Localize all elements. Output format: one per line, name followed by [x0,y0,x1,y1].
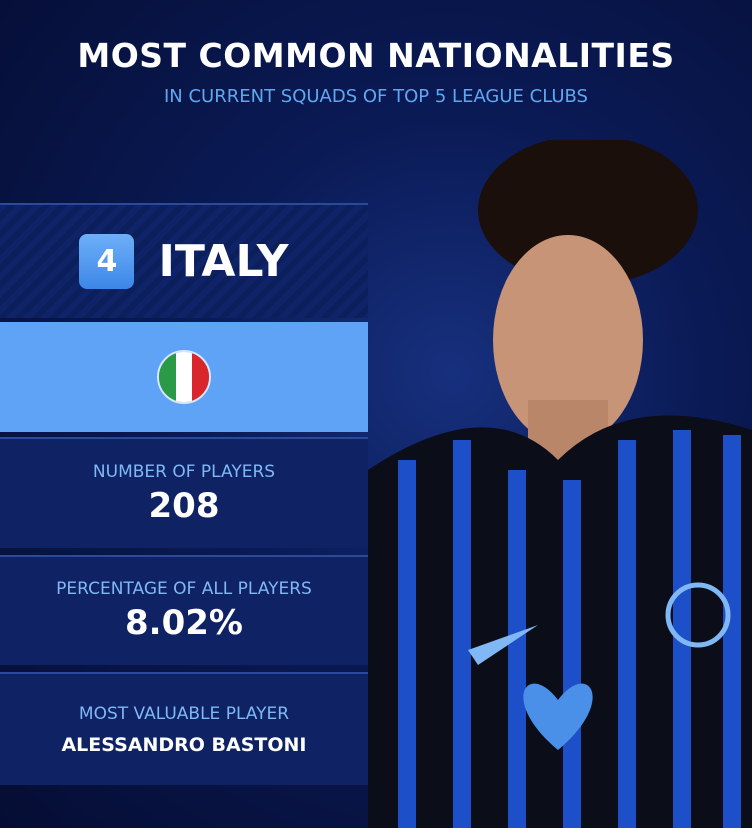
italy-flag-icon [157,350,211,404]
club-crest-icon [665,582,731,648]
page-subtitle: IN CURRENT SQUADS OF TOP 5 LEAGUE CLUBS [163,86,588,107]
page-title: MOST COMMON NATIONALITIES [77,36,675,75]
stat-number-of-players: NUMBER OF PLAYERS 208 [0,437,368,548]
player-photo [368,140,752,828]
swoosh-logo-icon [468,625,538,665]
rank-badge: 4 [79,234,135,289]
stat-value: 208 [148,485,220,526]
country-header: 4 ITALY [0,203,368,318]
stat-percentage: PERCENTAGE OF ALL PLAYERS 8.02% [0,555,368,665]
country-name: ITALY [158,236,289,287]
flag-band [0,322,368,432]
stat-label: NUMBER OF PLAYERS [92,461,276,482]
heart-icon [523,683,593,750]
stat-most-valuable-player: MOST VALUABLE PLAYER ALESSANDRO BASTONI [0,672,368,785]
stat-label: MOST VALUABLE PLAYER [78,703,290,724]
stat-value: ALESSANDRO BASTONI [61,733,307,756]
stat-label: PERCENTAGE OF ALL PLAYERS [56,579,312,599]
stat-value: 8.02% [125,603,243,643]
